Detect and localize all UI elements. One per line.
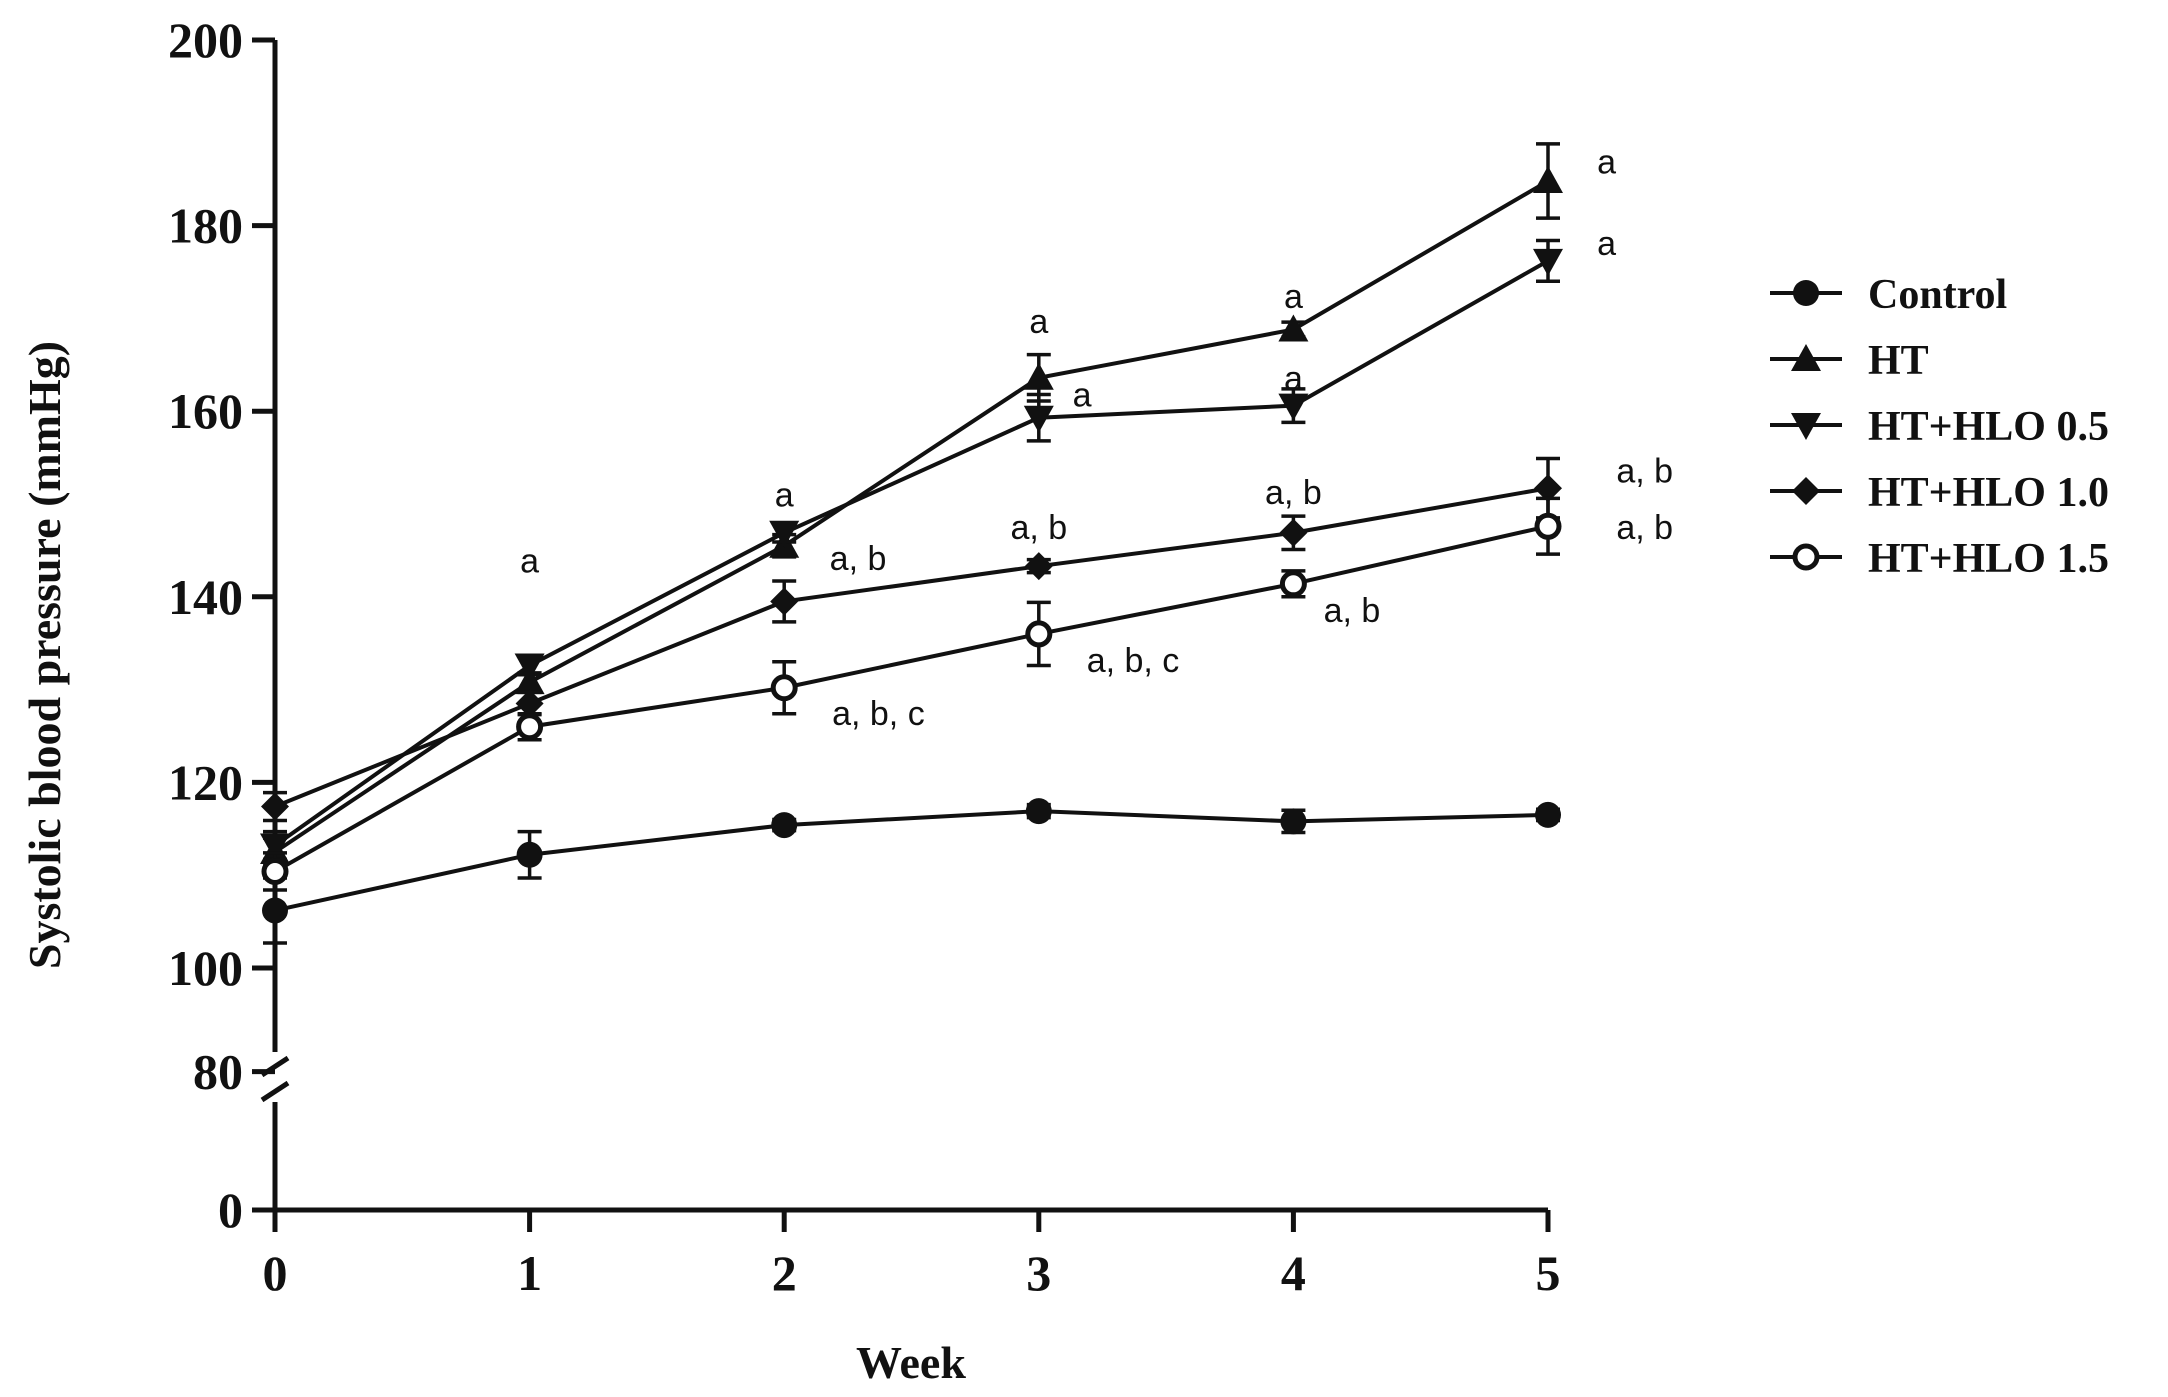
legend-label: Control: [1868, 272, 2007, 318]
data-point-ht-hlo-1-5: [770, 674, 798, 702]
series-line-ht-hlo-1-5: [274, 524, 1549, 874]
data-point-ht: [1278, 314, 1309, 342]
y-tick-label: 160: [168, 383, 243, 439]
data-point-ht-hlo-0-5: [769, 520, 800, 548]
significance-label: a, b: [1010, 509, 1067, 547]
y-tick-label: 180: [168, 198, 243, 254]
x-tick-label: 1: [517, 1245, 542, 1301]
data-point-ht-hlo-0-5: [260, 833, 290, 861]
x-tick-label: 5: [1536, 1245, 1561, 1301]
data-point-ht-hlo-1-0: [515, 689, 544, 718]
significance-label: a: [520, 543, 539, 581]
series-line-ht-hlo-0-5: [273, 259, 1549, 848]
data-point-ht: [514, 667, 545, 695]
legend-marker-ht-hlo-0-5: [1791, 413, 1821, 440]
data-point-ht-hlo-1-5: [261, 857, 289, 885]
legend-label: HT+HLO 1.0: [1868, 470, 2109, 516]
significance-label: a: [1597, 225, 1616, 263]
data-point-control: [1280, 808, 1307, 835]
y-tick-label: 140: [168, 569, 243, 625]
data-point-ht-hlo-1-5: [1025, 620, 1053, 648]
y-tick-label: 120: [168, 754, 243, 810]
series-ht-hlo-0-5: [260, 238, 1563, 862]
data-point-ht-hlo-0-5: [1278, 393, 1309, 421]
legend: Control HT HT+HLO 0.5 HT+HLO 1.0 HT+HLO 1.5: [1770, 272, 2109, 582]
legend-label: HT+HLO 1.5: [1868, 536, 2109, 582]
y-tick-label: 0: [218, 1182, 243, 1238]
legend-label: HT: [1868, 338, 1929, 384]
y-axis-title: Systolic blood pressure (mmHg): [19, 341, 70, 969]
significance-label: a, b: [1324, 592, 1381, 630]
significance-label: a: [1597, 144, 1616, 182]
data-point-ht-hlo-1-5: [1534, 512, 1562, 540]
series-layer: [260, 142, 1563, 945]
legend-item-ht: HT: [1770, 338, 1929, 384]
y-tick-label: 100: [168, 940, 243, 996]
legend-marker-ht: [1791, 344, 1821, 371]
significance-label: a: [1073, 376, 1092, 414]
x-axis-title: Week: [856, 1337, 966, 1388]
significance-label: a: [1284, 360, 1303, 398]
legend-marker-control: [1793, 280, 1819, 306]
significance-label: a, b: [830, 540, 887, 578]
legend-item-ht-hlo-1-0: HT+HLO 1.0: [1770, 470, 2109, 516]
axis-break-mark-2: [260, 1080, 290, 1103]
legend-item-ht-hlo-0-5: HT+HLO 0.5: [1770, 404, 2109, 450]
data-point-control: [262, 897, 288, 924]
significance-label: a, b: [1265, 474, 1322, 512]
data-point-ht-hlo-1-0: [261, 792, 289, 821]
significance-label: a, b: [1616, 453, 1673, 491]
significance-label: a, b: [1616, 509, 1673, 547]
legend-marker-ht-hlo-1-5: [1792, 543, 1820, 571]
series-ht-hlo-1-5: [261, 496, 1562, 892]
data-point-ht-hlo-1-5: [516, 713, 544, 741]
x-tick-label: 3: [1026, 1245, 1051, 1301]
data-point-control: [771, 812, 798, 839]
data-point-ht-hlo-0-5: [1023, 405, 1054, 433]
data-point-ht-hlo-0-5: [1533, 248, 1563, 276]
y-axis: [260, 40, 290, 1210]
series-control: [262, 798, 1561, 945]
series-line-ht-hlo-1-0: [274, 486, 1549, 809]
data-point-ht-hlo-0-5: [514, 653, 545, 681]
x-tick-label: 4: [1281, 1245, 1306, 1301]
x-tick-label: 2: [772, 1245, 797, 1301]
data-point-control: [516, 841, 543, 868]
series-ht: [260, 142, 1563, 868]
series-ht-hlo-1-0: [261, 456, 1562, 823]
y-tick-label: 80: [193, 1044, 243, 1100]
y-tick-label: 200: [168, 12, 243, 68]
data-point-ht: [1023, 362, 1054, 390]
legend-label: HT+HLO 0.5: [1868, 404, 2109, 450]
data-point-control: [1535, 801, 1561, 828]
data-point-ht-hlo-1-0: [1279, 518, 1308, 547]
legend-marker-ht-hlo-1-0: [1792, 477, 1820, 505]
series-line-ht: [273, 179, 1550, 854]
x-ticks: 0 1 2 3 4 5: [263, 1210, 1561, 1301]
legend-item-control: Control: [1770, 272, 2007, 318]
significance-label: a: [775, 477, 794, 515]
significance-label: a, b, c: [1087, 642, 1180, 680]
data-point-ht-hlo-1-0: [1024, 552, 1053, 581]
data-point-control: [1025, 798, 1052, 825]
significance-label: a, b, c: [832, 695, 925, 733]
significance-label: a: [1029, 303, 1048, 341]
legend-item-ht-hlo-1-5: HT+HLO 1.5: [1770, 536, 2109, 582]
y-ticks: 0 80 100 120 140 160 180 200: [168, 12, 275, 1238]
data-point-ht-hlo-1-0: [1534, 474, 1562, 503]
x-tick-label: 0: [263, 1245, 288, 1301]
series-line-control: [274, 809, 1549, 913]
data-point-ht: [1533, 166, 1563, 194]
significance-label: a: [1284, 278, 1303, 316]
data-point-ht-hlo-1-0: [770, 587, 799, 616]
data-point-ht-hlo-1-5: [1279, 570, 1307, 598]
